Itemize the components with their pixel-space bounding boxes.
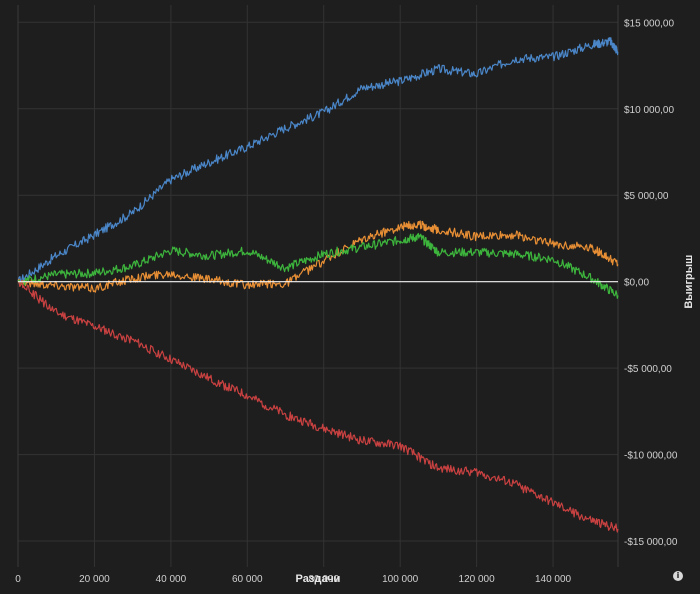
info-icon[interactable]: i bbox=[673, 571, 683, 581]
y-tick-label: -$5 000,00 bbox=[624, 364, 672, 375]
y-tick-label: $15 000,00 bbox=[624, 18, 674, 29]
x-tick-label: 120 000 bbox=[459, 574, 496, 585]
y-tick-label: $10 000,00 bbox=[624, 105, 674, 116]
x-tick-label: 80 000 bbox=[308, 574, 339, 585]
x-tick-label: 60 000 bbox=[232, 574, 263, 585]
series-line-1 bbox=[17, 37, 619, 285]
y-tick-label: $0,00 bbox=[624, 278, 649, 289]
x-tick-label: 20 000 bbox=[79, 574, 110, 585]
series-line-3 bbox=[17, 232, 619, 299]
x-tick-label: 140 000 bbox=[535, 574, 572, 585]
y-tick-label: $5 000,00 bbox=[624, 191, 669, 202]
y-axis-title: Выигрыш bbox=[683, 255, 695, 309]
x-axis-title: Раздачи bbox=[296, 573, 341, 585]
tick-layer: 0 20 000 40 000 60 000 80 000 100 000 120 000 1… bbox=[15, 18, 678, 585]
series-line-4 bbox=[17, 280, 619, 533]
y-tick-label: -$15 000,00 bbox=[624, 537, 678, 548]
series-layer bbox=[17, 37, 619, 533]
x-tick-label: 40 000 bbox=[156, 574, 187, 585]
x-tick-label: 0 bbox=[15, 574, 21, 585]
y-tick-label: -$10 000,00 bbox=[624, 451, 678, 462]
x-tick-label: 100 000 bbox=[382, 574, 419, 585]
